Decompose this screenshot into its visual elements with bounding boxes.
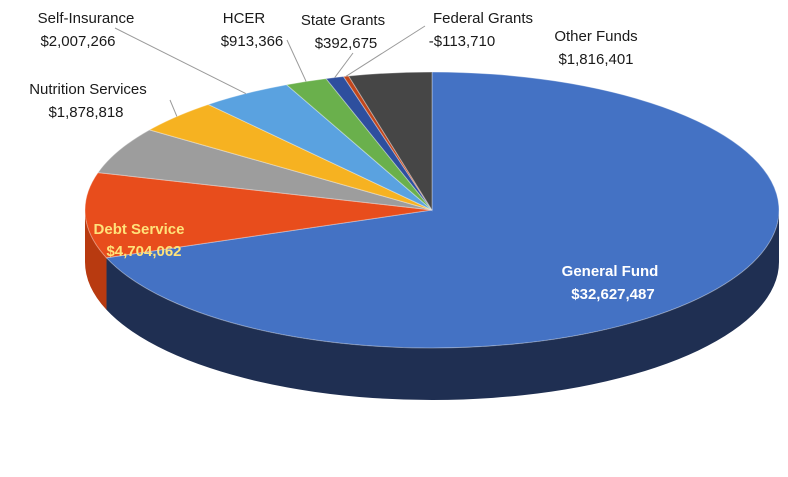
slice-debt-service bbox=[84, 172, 433, 259]
side-general-fund bbox=[106, 210, 780, 400]
leader-state-grants bbox=[334, 52, 354, 78]
pie-slices bbox=[84, 71, 780, 349]
label-other-funds-value: $1,816,401 bbox=[558, 51, 633, 68]
label-federal-grants-value: -$113,710 bbox=[429, 33, 495, 50]
label-nutrition-services-value: $1,878,818 bbox=[48, 104, 123, 121]
label-self-insurance-value: $2,007,266 bbox=[40, 33, 115, 50]
leader-lines bbox=[114, 25, 426, 117]
leader-hcer bbox=[286, 39, 307, 82]
label-hcer-name: HCER bbox=[223, 10, 266, 27]
label-other-funds-name: Other Funds bbox=[554, 28, 637, 45]
slice-state-grants bbox=[325, 76, 433, 211]
leader-self-insurance bbox=[114, 27, 247, 94]
label-hcer-value: $913,366 bbox=[221, 33, 284, 50]
slice-general-fund bbox=[105, 71, 780, 349]
label-debt-service-name: Debt Service bbox=[94, 221, 185, 238]
label-debt-service-value: $4,704,062 bbox=[106, 243, 181, 260]
label-federal-grants-name: Federal Grants bbox=[433, 10, 533, 27]
label-general-fund-value: $32,627,487 bbox=[571, 286, 654, 303]
slice-nutrition-services bbox=[148, 103, 433, 211]
side-debt-service bbox=[85, 210, 107, 310]
label-state-grants-value: $392,675 bbox=[315, 35, 378, 52]
label-self-insurance-name: Self-Insurance bbox=[38, 10, 135, 27]
label-general-fund-name: General Fund bbox=[562, 263, 659, 280]
slice-other-funds bbox=[347, 71, 433, 212]
label-nutrition-services-name: Nutrition Services bbox=[29, 81, 147, 98]
leader-federal-grants bbox=[345, 25, 426, 77]
leader-nutrition-services bbox=[169, 99, 178, 117]
slice-federal-grants bbox=[342, 75, 433, 211]
slice-unlabeled bbox=[97, 129, 433, 211]
label-state-grants-name: State Grants bbox=[301, 12, 385, 29]
pie-sides bbox=[85, 210, 780, 400]
